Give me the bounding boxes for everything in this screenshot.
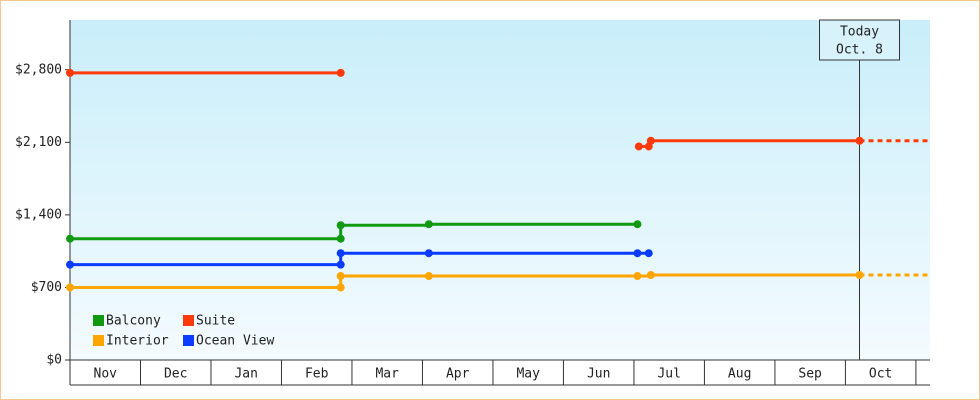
legend-swatch: [183, 315, 194, 326]
today-label: Oct. 8: [836, 43, 883, 58]
point: [424, 272, 433, 281]
y-tick-label: $0: [46, 353, 62, 368]
x-tick-label: May: [516, 367, 540, 382]
point: [424, 249, 433, 258]
point: [336, 272, 345, 281]
x-tick-label: Jun: [587, 367, 610, 382]
point: [644, 249, 653, 258]
point: [646, 136, 655, 145]
legend-label: Suite: [196, 314, 235, 329]
today-box: [819, 19, 901, 61]
point: [633, 272, 642, 281]
point: [336, 68, 345, 77]
x-tick-label: Mar: [375, 367, 399, 382]
legend-swatch: [93, 315, 104, 326]
point: [66, 68, 74, 77]
point: [336, 249, 345, 258]
point: [646, 271, 655, 279]
x-tick-label: Jul: [657, 367, 680, 382]
y-tick-label: $700: [31, 280, 62, 295]
x-tick-label: Oct: [869, 367, 892, 382]
point: [855, 271, 864, 279]
point: [66, 234, 74, 243]
y-tick-label: $1,400: [15, 207, 62, 222]
point: [66, 283, 74, 292]
point: [66, 260, 74, 269]
x-tick-label: Apr: [446, 367, 470, 382]
point: [336, 260, 345, 269]
y-tick-label: $2,800: [15, 62, 62, 77]
legend-label: Balcony: [106, 314, 161, 329]
point: [336, 221, 345, 230]
legend-label: Ocean View: [196, 334, 274, 349]
point: [336, 234, 345, 243]
legend-swatch: [93, 335, 104, 346]
x-tick-label: Aug: [728, 367, 751, 382]
x-tick-label: Feb: [305, 367, 329, 382]
point: [424, 220, 433, 229]
today-label: Today: [840, 25, 879, 40]
x-tick-label: Sep: [798, 367, 822, 382]
y-tick-label: $2,100: [15, 135, 62, 150]
x-tick-label: Nov: [94, 367, 118, 382]
legend-label: Interior: [106, 334, 169, 349]
x-tick-label: Dec: [164, 367, 187, 382]
point: [633, 220, 642, 229]
point: [634, 142, 643, 151]
legend-swatch: [183, 335, 194, 346]
point: [633, 249, 642, 258]
x-tick-label: Jan: [234, 367, 257, 382]
plot-area: [70, 20, 930, 360]
point: [855, 136, 864, 145]
point: [336, 283, 345, 292]
